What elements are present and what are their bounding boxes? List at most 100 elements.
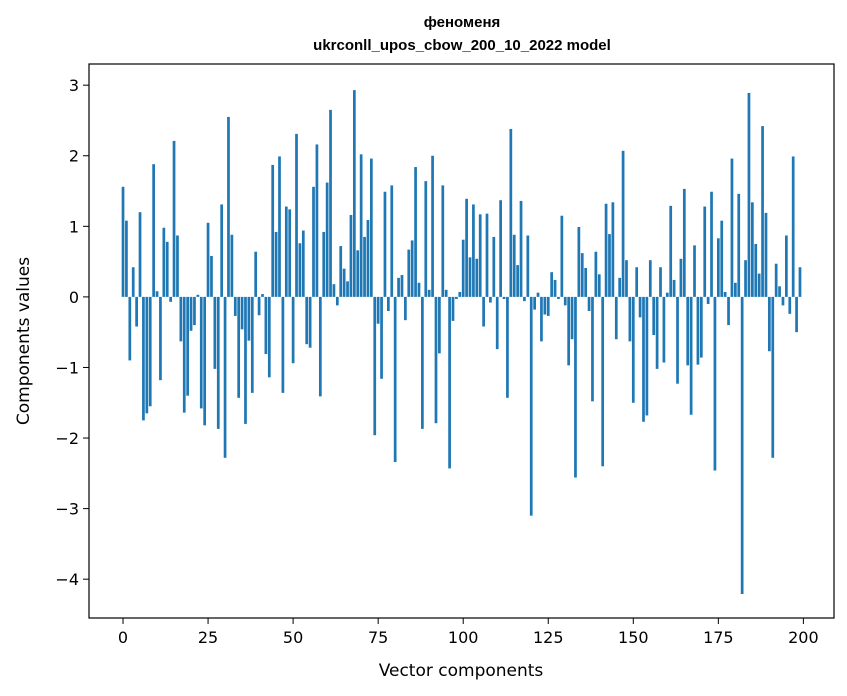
bar-29 — [220, 204, 224, 297]
bar-198 — [795, 296, 798, 333]
bar-36 — [244, 296, 247, 424]
bar-188 — [761, 126, 764, 297]
bar-159 — [662, 296, 666, 363]
bar-144 — [611, 202, 615, 297]
bar-127 — [553, 279, 557, 297]
bar-65 — [342, 268, 346, 297]
bar-89 — [424, 181, 428, 297]
bar-101 — [465, 198, 468, 297]
bar-170 — [699, 296, 703, 358]
bar-59 — [322, 231, 326, 297]
bar-97 — [451, 296, 455, 321]
bar-104 — [475, 258, 479, 297]
y-tick-label: −4 — [55, 570, 79, 589]
bar-63 — [335, 296, 339, 306]
bar-43 — [267, 296, 271, 378]
bar-174 — [713, 296, 717, 471]
y-tick-label: 3 — [69, 76, 79, 95]
bar-92 — [434, 296, 438, 424]
bar-99 — [458, 291, 462, 297]
bar-61 — [329, 109, 332, 297]
bar-34 — [237, 296, 241, 398]
bar-190 — [768, 296, 771, 352]
bar-189 — [764, 212, 768, 297]
bar-86 — [414, 167, 417, 297]
bar-117 — [519, 200, 523, 297]
x-tick-label: 50 — [283, 628, 303, 647]
bar-162 — [672, 279, 676, 297]
bar-105 — [478, 214, 482, 297]
bar-91 — [431, 155, 434, 297]
bar-2 — [128, 296, 132, 361]
bar-119 — [526, 235, 530, 297]
bar-166 — [686, 296, 690, 366]
bar-184 — [747, 92, 751, 297]
bar-16 — [176, 235, 179, 297]
plot-frame — [88, 63, 835, 619]
bar-120 — [529, 296, 533, 516]
bar-93 — [438, 296, 441, 354]
bar-58 — [318, 296, 322, 397]
bar-163 — [676, 296, 679, 384]
bar-24 — [203, 296, 207, 426]
y-tick-label: −3 — [55, 500, 79, 519]
bar-109 — [492, 236, 496, 297]
bar-39 — [254, 251, 258, 297]
bar-155 — [648, 260, 652, 297]
bar-133 — [574, 296, 577, 478]
bar-75 — [376, 296, 380, 324]
bar-108 — [489, 296, 492, 303]
bar-96 — [448, 296, 451, 469]
bar-31 — [227, 116, 230, 297]
bar-146 — [618, 277, 622, 297]
bar-143 — [608, 234, 611, 297]
bar-152 — [638, 296, 642, 318]
y-tick-label: −2 — [55, 429, 79, 448]
bar-28 — [216, 296, 220, 429]
bar-187 — [757, 273, 761, 297]
bar-121 — [533, 296, 536, 310]
bar-73 — [369, 158, 373, 297]
bar-134 — [577, 227, 581, 297]
bar-79 — [390, 185, 394, 297]
x-tick-label: 75 — [368, 628, 388, 647]
bar-124 — [543, 296, 547, 315]
bar-83 — [404, 296, 407, 321]
bar-51 — [295, 133, 298, 297]
bar-106 — [482, 296, 485, 327]
bar-90 — [427, 289, 431, 297]
bar-84 — [407, 249, 411, 297]
x-tick-label: 150 — [618, 628, 649, 647]
bar-26 — [210, 255, 213, 297]
bar-129 — [560, 215, 564, 297]
bar-137 — [587, 296, 591, 311]
bar-167 — [689, 296, 693, 415]
bar-19 — [186, 296, 190, 396]
bar-35 — [240, 296, 244, 330]
bar-154 — [645, 296, 649, 416]
bar-157 — [655, 296, 659, 369]
bar-81 — [397, 277, 400, 297]
bar-74 — [373, 296, 377, 436]
bar-126 — [550, 272, 554, 297]
bar-27 — [213, 296, 217, 369]
bar-148 — [625, 260, 628, 297]
bar-10 — [155, 291, 159, 297]
bar-197 — [791, 156, 795, 297]
bar-64 — [339, 246, 343, 297]
bar-20 — [189, 296, 193, 331]
bar-193 — [778, 286, 781, 297]
bar-46 — [278, 156, 281, 297]
bar-183 — [744, 260, 747, 297]
bar-72 — [366, 219, 370, 297]
bar-40 — [257, 296, 261, 316]
bar-95 — [444, 289, 448, 297]
bar-69 — [356, 250, 360, 297]
bar-94 — [441, 185, 445, 297]
bar-52 — [298, 243, 302, 297]
bar-21 — [193, 296, 196, 326]
bar-114 — [509, 128, 513, 297]
bar-70 — [359, 154, 363, 297]
bar-38 — [250, 296, 254, 393]
bar-23 — [199, 296, 203, 409]
